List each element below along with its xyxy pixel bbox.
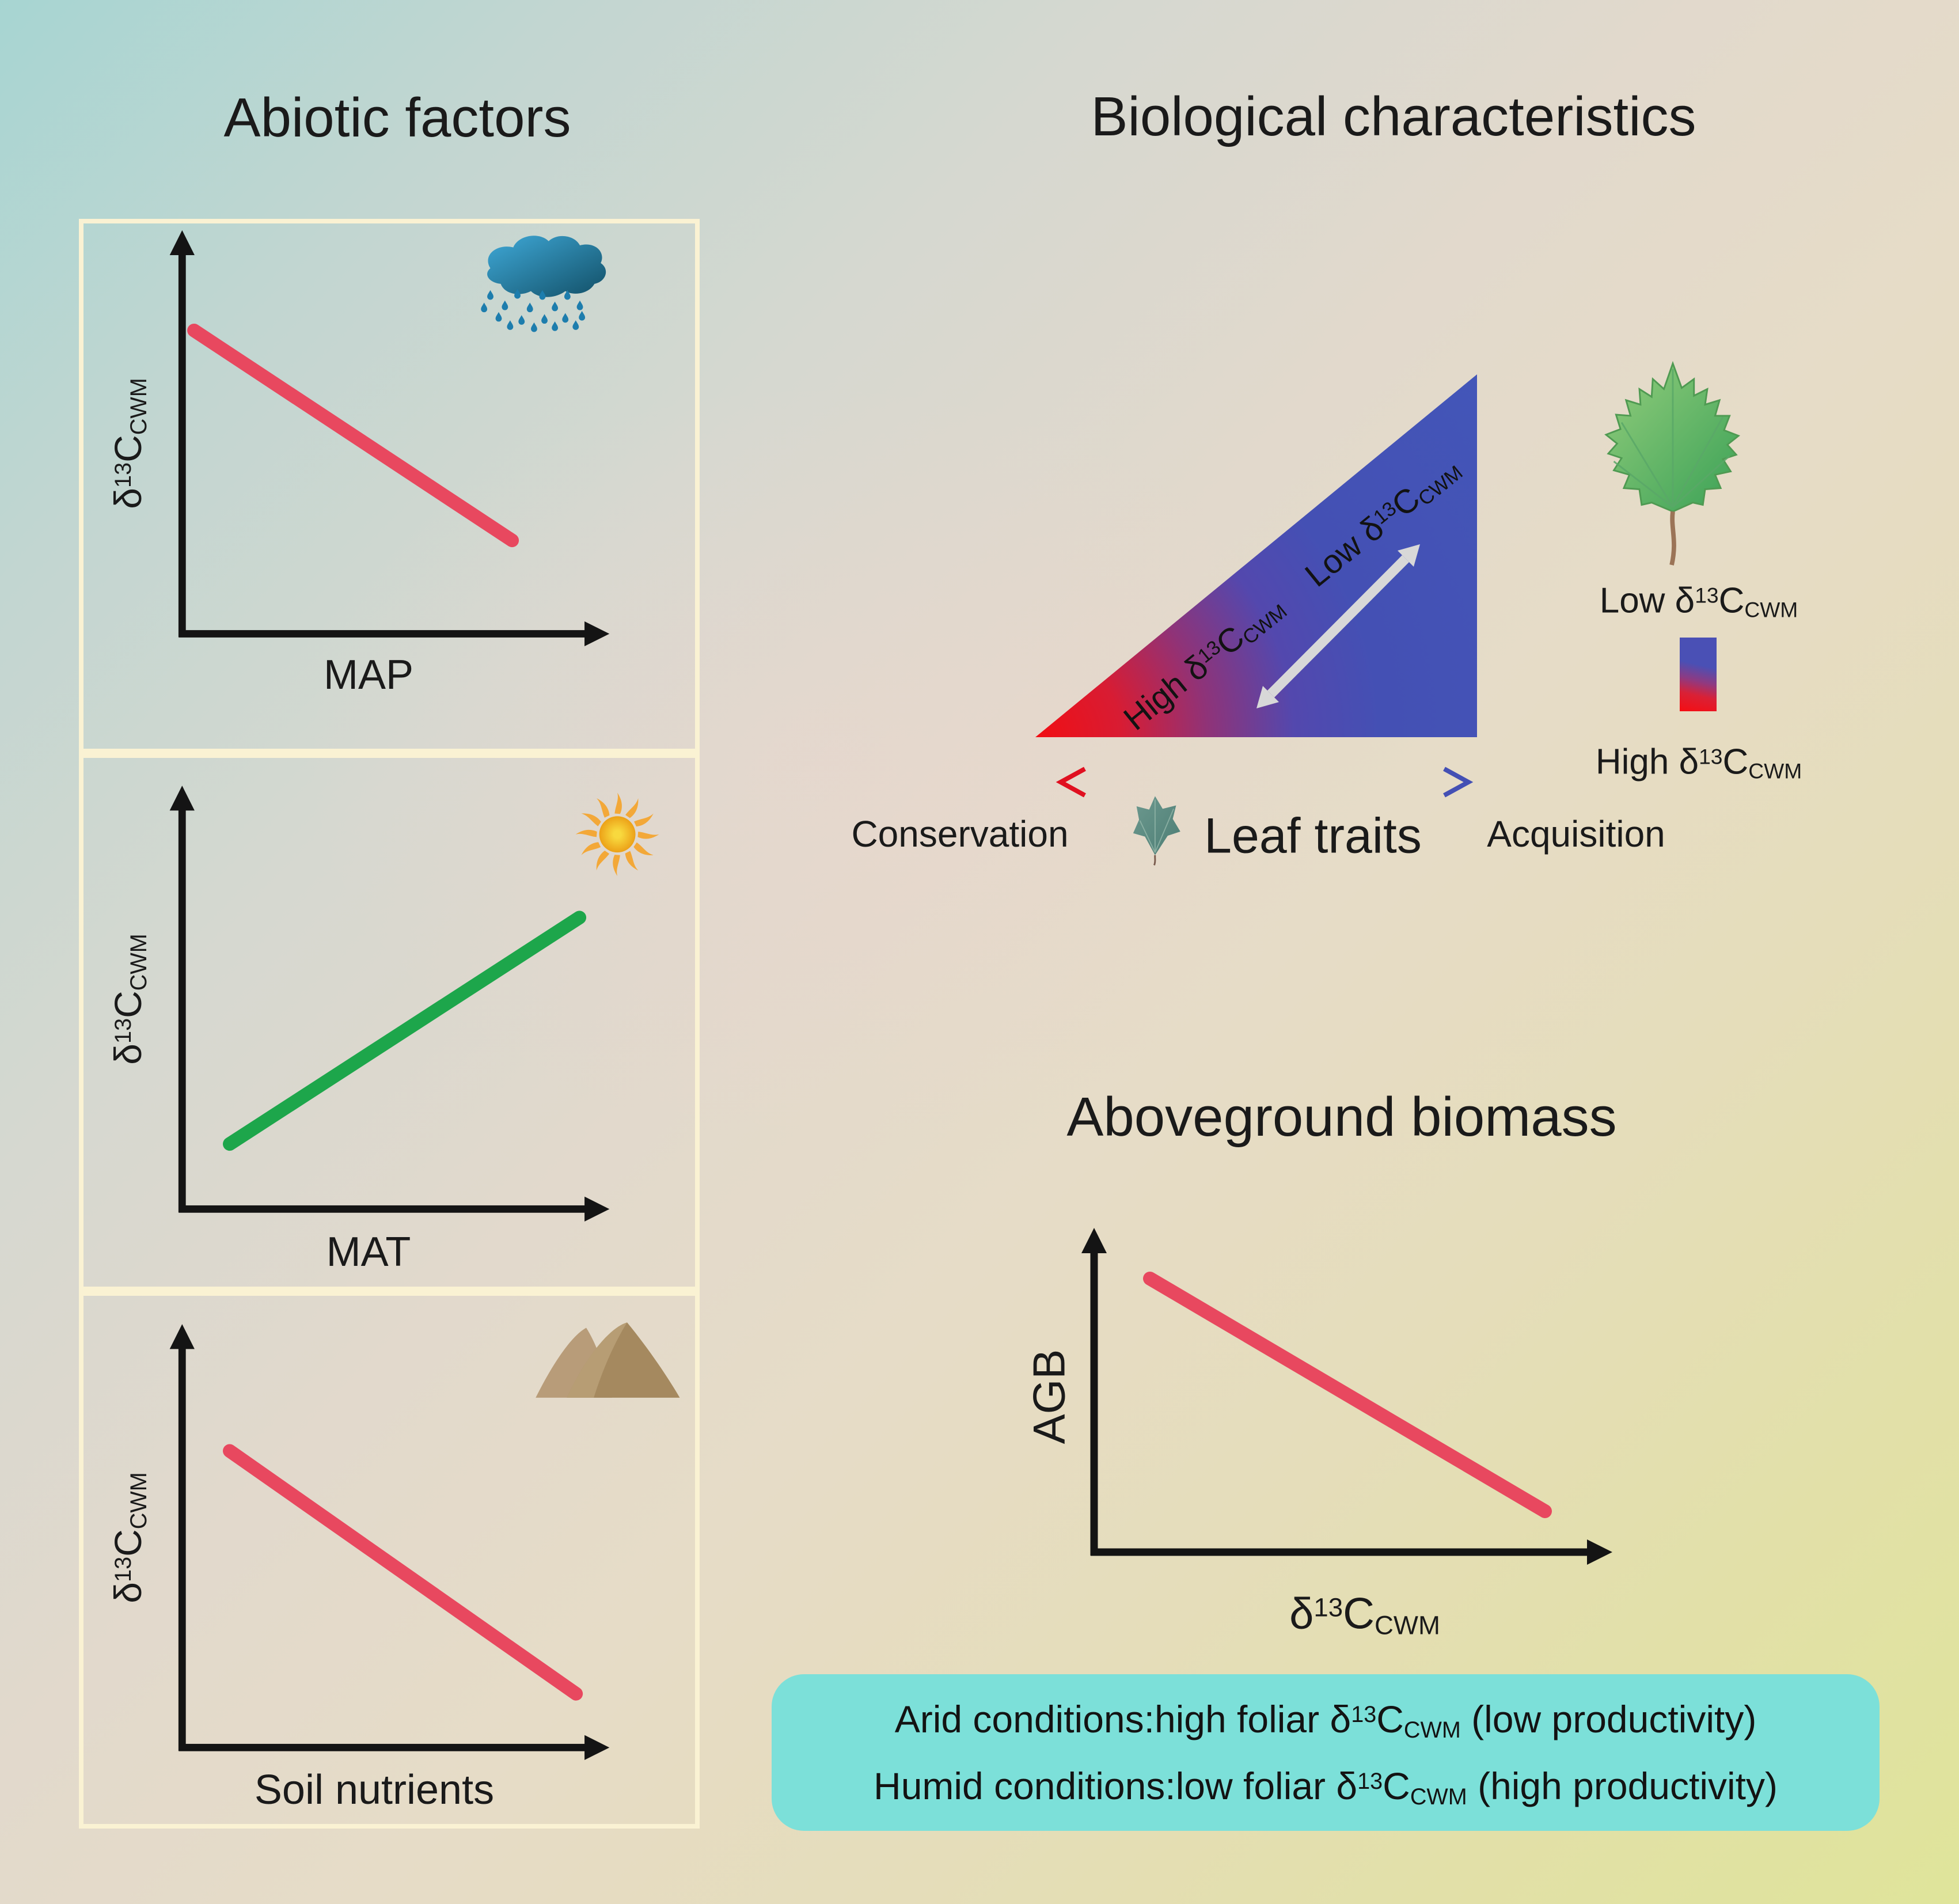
mat-x-axis-label: MAT bbox=[326, 1229, 411, 1275]
conservation-acquisition-arrow bbox=[1056, 767, 1474, 798]
map-y-axis-label: δ13CCWM bbox=[107, 378, 151, 509]
agb-plot bbox=[1081, 1228, 1612, 1565]
leaf-traits-label: Leaf traits bbox=[1204, 808, 1422, 864]
arrowhead-left bbox=[1056, 767, 1086, 798]
leaf-economics-triangle: High δ13CCWM Low δ13CCWM bbox=[1035, 374, 1477, 737]
map-plot bbox=[169, 230, 610, 647]
biological-characteristics-title: Biological characteristics bbox=[1091, 86, 1696, 147]
conservation-label: Conservation bbox=[851, 813, 1069, 855]
soil-nutrients-panel bbox=[79, 1291, 700, 1829]
arid-conditions-line: Arid conditions:high foliar δ13CCWM (low… bbox=[894, 1698, 1757, 1743]
abiotic-factors-title: Abiotic factors bbox=[223, 87, 571, 149]
agb-axes bbox=[1081, 1228, 1612, 1565]
agb-x-axis-label: δ13CCWM bbox=[1289, 1589, 1440, 1640]
maple-leaf-icon bbox=[1604, 361, 1740, 566]
map-x-axis-label: MAP bbox=[323, 652, 414, 698]
leaf-stem bbox=[1669, 511, 1676, 566]
legend-low-d13c-label: Low δ13CCWM bbox=[1599, 581, 1798, 622]
soil-y-axis-label: δ13CCWM bbox=[107, 1472, 151, 1603]
soil-axes bbox=[169, 1324, 610, 1760]
agb-trend-line-negative bbox=[1143, 1272, 1552, 1518]
mat-panel bbox=[79, 753, 700, 1291]
ivy-leaf-icon bbox=[1133, 796, 1180, 866]
soil-nutrients-plot bbox=[169, 1322, 680, 1760]
humid-conditions-line: Humid conditions:low foliar δ13CCWM (hig… bbox=[874, 1765, 1778, 1810]
mat-plot bbox=[169, 786, 659, 1222]
map-trend-line-negative bbox=[187, 323, 519, 548]
agb-y-axis-label: AGB bbox=[1023, 1349, 1075, 1444]
d13c-gradient-bar bbox=[1680, 638, 1717, 711]
mat-axes bbox=[169, 786, 610, 1222]
triangle-double-arrow bbox=[1256, 544, 1420, 708]
soil-trend-line-negative bbox=[223, 1444, 583, 1701]
rain-drops bbox=[481, 289, 586, 332]
soil-x-axis-label: Soil nutrients bbox=[254, 1767, 495, 1813]
map-panel bbox=[79, 219, 700, 753]
mountains-icon bbox=[536, 1322, 680, 1398]
legend-high-d13c-label: High δ13CCWM bbox=[1595, 742, 1802, 783]
acquisition-label: Acquisition bbox=[1487, 813, 1665, 855]
mat-trend-line-positive bbox=[223, 911, 587, 1151]
map-axes bbox=[169, 230, 610, 647]
sun-icon bbox=[575, 792, 659, 877]
summary-info-box: Arid conditions:high foliar δ13CCWM (low… bbox=[772, 1674, 1880, 1831]
aboveground-biomass-title: Aboveground biomass bbox=[1066, 1086, 1617, 1148]
rain-cloud-icon bbox=[481, 236, 606, 332]
mat-y-axis-label: δ13CCWM bbox=[107, 934, 151, 1065]
arrowhead-right bbox=[1443, 767, 1474, 798]
